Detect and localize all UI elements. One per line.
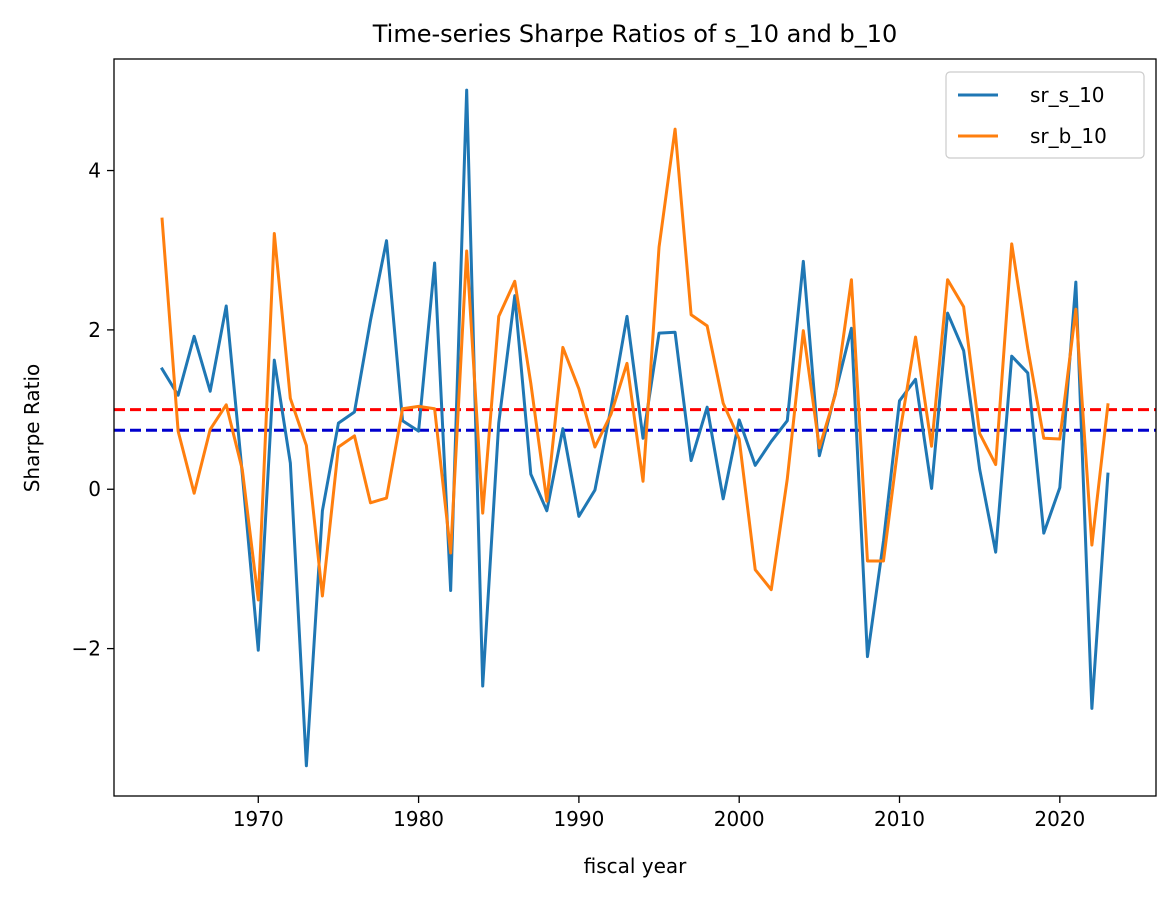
x-axis: 1970 1980 1990 2000 2010 2020 [233,796,1085,831]
legend-label-sr-s-10: sr_s_10 [1030,83,1105,107]
x-tick-label: 2020 [1034,807,1085,831]
legend-label-sr-b-10: sr_b_10 [1030,124,1107,148]
x-tick-label: 1970 [233,807,284,831]
y-tick-label: −2 [72,637,101,661]
x-axis-label: fiscal year [584,854,688,878]
series-line-sr-s-10 [160,88,1110,768]
chart-title: Time-series Sharpe Ratios of s_10 and b_… [372,20,897,48]
x-tick-label: 1990 [553,807,604,831]
y-tick-label: 2 [88,318,101,342]
series-lines [160,88,1110,768]
y-axis-label: Sharpe Ratio [20,364,44,493]
legend: sr_s_10 sr_b_10 [945,71,1145,159]
x-tick-label: 2010 [874,807,925,831]
y-axis: −2 0 2 4 [72,159,114,661]
plot-area [113,58,1157,797]
x-tick-label: 1980 [393,807,444,831]
y-tick-label: 4 [88,159,101,183]
x-tick-label: 2000 [714,807,765,831]
series-line-sr-b-10 [160,127,1110,602]
plot-frame [113,58,1157,797]
y-tick-label: 0 [88,477,101,501]
